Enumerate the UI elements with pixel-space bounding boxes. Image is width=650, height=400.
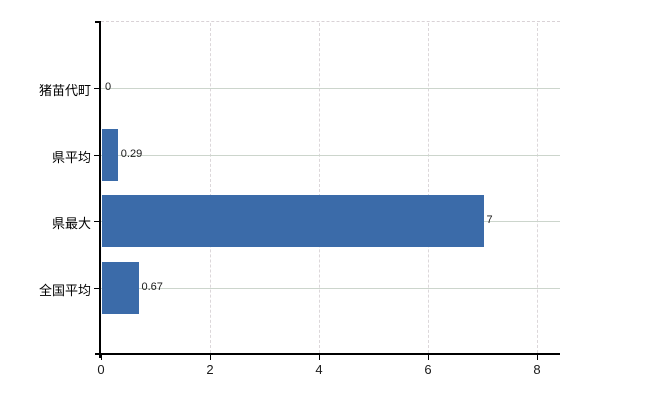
x-tick-label: 6 bbox=[424, 362, 432, 377]
category-label: 全国平均 bbox=[38, 282, 91, 298]
bar bbox=[102, 128, 118, 181]
bar-value-label: 0.29 bbox=[120, 147, 143, 160]
bar bbox=[102, 195, 484, 248]
bar-value-label: 0.67 bbox=[141, 280, 163, 293]
x-tick-label: 4 bbox=[315, 362, 323, 377]
x-tick-label: 8 bbox=[533, 362, 541, 377]
v-gridline bbox=[537, 23, 538, 353]
x-tick-label: 2 bbox=[206, 362, 214, 377]
bar-value-label: 7 bbox=[486, 214, 493, 227]
v-gridline bbox=[210, 23, 211, 353]
bar-value-label: 0 bbox=[105, 81, 112, 94]
x-tick-label: 0 bbox=[97, 362, 105, 377]
h-gridline bbox=[101, 154, 560, 156]
y-axis-tick bbox=[94, 154, 100, 156]
v-gridline bbox=[428, 23, 429, 353]
x-axis-line bbox=[95, 353, 560, 355]
v-gridline bbox=[319, 23, 320, 353]
plot-top-border bbox=[101, 21, 560, 22]
x-axis-tick bbox=[319, 355, 320, 360]
y-axis-tick bbox=[94, 287, 100, 289]
x-axis-tick bbox=[428, 355, 429, 360]
x-axis-tick bbox=[210, 355, 211, 360]
bar bbox=[102, 261, 139, 314]
category-label: 県平均 bbox=[51, 149, 91, 165]
y-axis-top-cap bbox=[95, 21, 101, 23]
y-axis-line bbox=[99, 22, 101, 358]
x-axis-tick bbox=[537, 355, 538, 360]
y-axis-tick bbox=[94, 221, 100, 223]
category-label: 県最大 bbox=[51, 216, 91, 232]
y-axis-tick bbox=[94, 88, 100, 90]
h-gridline bbox=[101, 88, 560, 90]
x-axis-tick bbox=[101, 355, 102, 360]
category-label: 猪苗代町 bbox=[38, 83, 91, 99]
h-gridline bbox=[101, 287, 560, 289]
